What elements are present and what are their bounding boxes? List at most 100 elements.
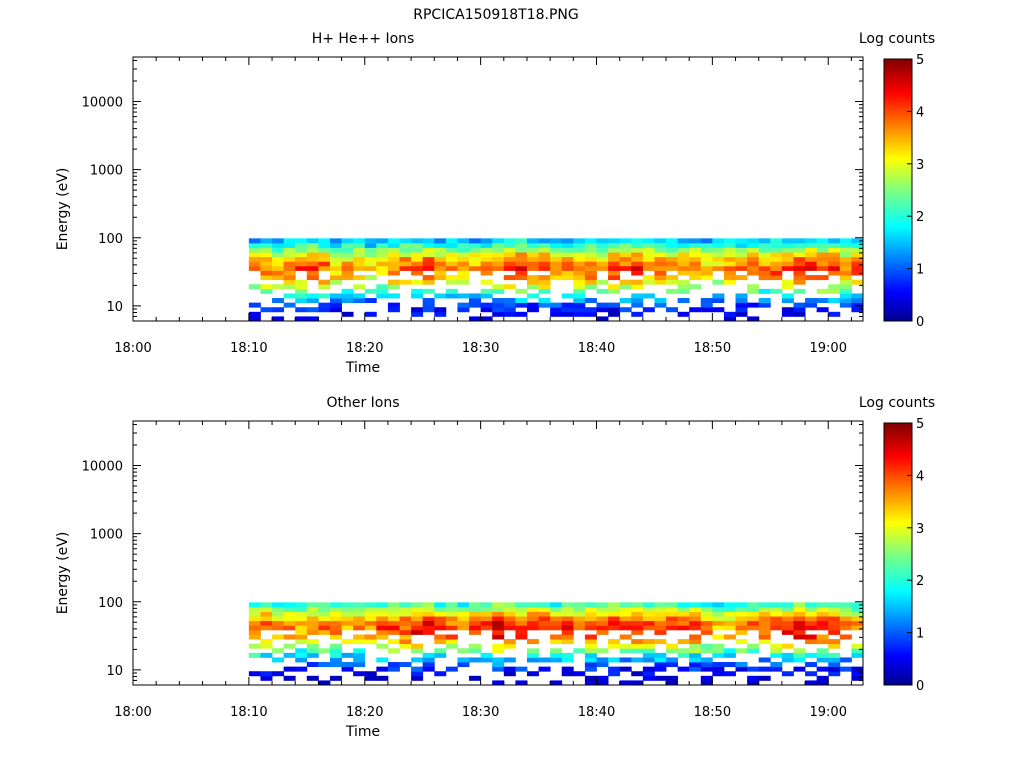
heatmap-cell	[561, 634, 574, 640]
heatmap-cell	[329, 657, 342, 663]
heatmap-cell	[712, 643, 725, 649]
heatmap-cell	[712, 606, 725, 612]
heatmap-cell	[631, 602, 644, 608]
heatmap-cell	[260, 620, 273, 626]
heatmap-cell	[561, 606, 574, 612]
heatmap-cell	[341, 288, 354, 294]
heatmap-cell	[515, 270, 528, 276]
heatmap-cell	[434, 602, 447, 608]
heatmap-cell	[248, 284, 261, 290]
heatmap-cell	[457, 307, 470, 313]
heatmap-cell	[770, 620, 783, 626]
heatmap-cell	[700, 265, 713, 271]
heatmap-cell	[283, 238, 296, 244]
heatmap-cell	[654, 620, 667, 626]
heatmap-cell	[295, 634, 308, 640]
heatmap-cell	[723, 311, 736, 317]
heatmap-cell	[700, 611, 713, 617]
heatmap-cell	[272, 252, 285, 258]
heatmap-cell	[434, 265, 447, 271]
heatmap-cell	[480, 279, 493, 285]
heatmap-cell	[329, 620, 342, 626]
heatmap-cell	[434, 256, 447, 262]
heatmap-cell	[515, 288, 528, 294]
heatmap-cell	[469, 657, 482, 663]
heatmap-cell	[619, 666, 632, 672]
heatmap-cell	[469, 247, 482, 253]
heatmap-cell	[480, 265, 493, 271]
heatmap-cell	[515, 247, 528, 253]
heatmap-cell	[538, 620, 551, 626]
heatmap-cell	[538, 252, 551, 258]
heatmap-cell	[364, 275, 377, 281]
heatmap-cell	[839, 602, 852, 608]
heatmap-cell	[318, 247, 331, 253]
heatmap-cell	[839, 247, 852, 253]
heatmap-cell	[492, 298, 505, 304]
heatmap-cell	[654, 256, 667, 262]
heatmap-cell	[723, 652, 736, 658]
heatmap-cell	[364, 238, 377, 244]
heatmap-cell	[364, 671, 377, 677]
heatmap-cell	[480, 316, 493, 322]
heatmap-cell	[306, 242, 319, 248]
heatmap-cell	[353, 671, 366, 677]
heatmap-cell	[526, 602, 539, 608]
heatmap-cell	[793, 270, 806, 276]
heatmap-cell	[329, 629, 342, 635]
heatmap-cell	[353, 620, 366, 626]
heatmap-cell	[283, 275, 296, 281]
heatmap-cell	[770, 652, 783, 658]
heatmap-cell	[422, 261, 435, 267]
heatmap-cell	[515, 252, 528, 258]
heatmap-cell	[596, 606, 609, 612]
heatmap-cell	[353, 247, 366, 253]
heatmap-cell	[550, 270, 563, 276]
heatmap-cell	[735, 265, 748, 271]
heatmap-cell	[700, 643, 713, 649]
heatmap-cell	[828, 616, 841, 622]
heatmap-cell	[596, 648, 609, 654]
heatmap-cell	[654, 657, 667, 663]
heatmap-cell	[816, 680, 829, 686]
colorbar-tick-label: 0	[916, 315, 924, 330]
heatmap-cell	[457, 616, 470, 622]
heatmap-cell	[584, 662, 597, 668]
heatmap-cell	[584, 252, 597, 258]
heatmap-cell	[434, 620, 447, 626]
heatmap-cell	[341, 298, 354, 304]
heatmap-cell	[260, 261, 273, 267]
heatmap-cell	[816, 252, 829, 258]
heatmap-cell	[781, 629, 794, 635]
heatmap-cell	[364, 675, 377, 681]
heatmap-cell	[411, 265, 424, 271]
heatmap-cell	[666, 602, 679, 608]
heatmap-cell	[584, 648, 597, 654]
heatmap-cell	[689, 247, 702, 253]
heatmap-cell	[781, 284, 794, 290]
heatmap-cell	[526, 293, 539, 299]
heatmap-cell	[260, 275, 273, 281]
colorbar-tick-label: 1	[916, 627, 924, 642]
heatmap-cell	[596, 602, 609, 608]
heatmap-cell	[422, 302, 435, 308]
heatmap-cell	[364, 311, 377, 317]
heatmap-cell	[469, 643, 482, 649]
heatmap-cell	[677, 270, 690, 276]
heatmap-cell	[422, 652, 435, 658]
x-axis-label: Time	[345, 360, 380, 376]
heatmap-cell	[666, 261, 679, 267]
heatmap-cell	[469, 316, 482, 322]
heatmap-cell	[480, 625, 493, 631]
heatmap-cell	[492, 680, 505, 686]
heatmap-cell	[781, 616, 794, 622]
heatmap-cell	[318, 293, 331, 299]
heatmap-cell	[747, 247, 760, 253]
heatmap-cell	[851, 606, 864, 612]
colorbar-tick-label: 3	[916, 522, 924, 537]
heatmap-cell	[434, 293, 447, 299]
x-tick-label: 18:50	[694, 705, 731, 720]
x-tick-label: 18:30	[462, 341, 499, 356]
heatmap-cell	[272, 270, 285, 276]
heatmap-cell	[480, 261, 493, 267]
